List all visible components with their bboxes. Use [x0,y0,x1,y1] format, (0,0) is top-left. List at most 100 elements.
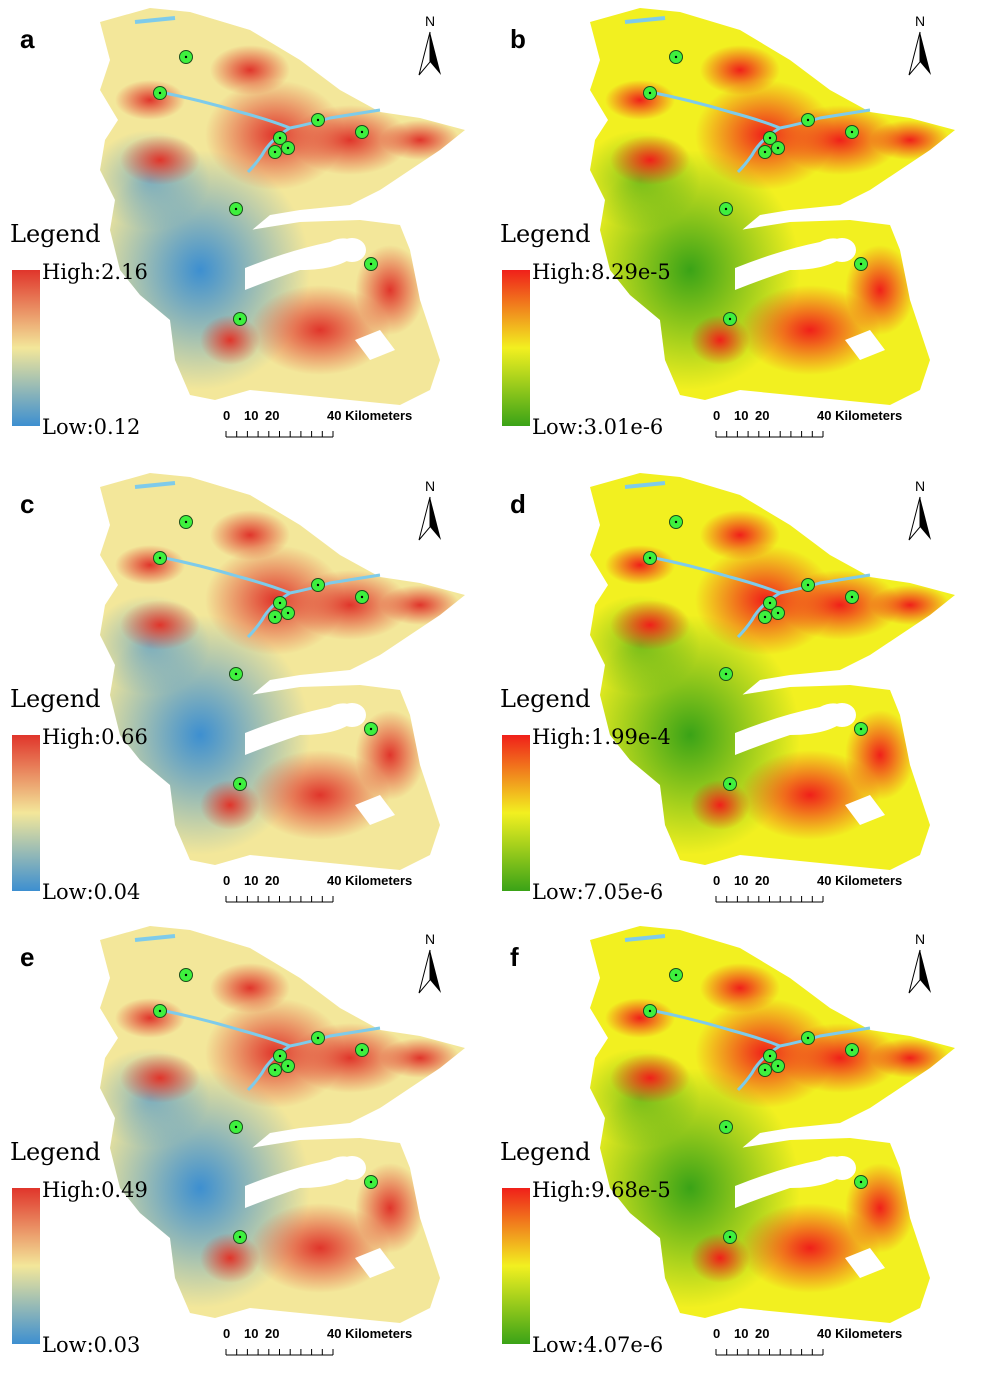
panel-label: f [510,942,519,972]
station-dot [235,673,237,675]
scale-label: 40 Kilometers [817,408,902,423]
station-dot [274,151,276,153]
legend-ramp [12,270,40,426]
north-label: N [915,13,925,29]
hotspot [700,963,780,1013]
station-dot [807,1037,809,1039]
scale-label: 10 [244,1326,258,1341]
legend-high: High:0.49 [42,1178,148,1202]
hotspot [115,545,185,585]
lake [828,238,856,262]
map-panel: dNLegendHigh:1.99e-4Low:7.05e-60102040 K… [490,465,980,923]
scale-bar [716,1349,823,1355]
hotspot [210,510,290,560]
hotspot [115,80,185,120]
legend-low: Low:0.03 [42,1333,140,1357]
hotspot [610,600,690,650]
station-dot [370,263,372,265]
map-panel: cNLegendHigh:0.66Low:0.040102040 Kilomet… [0,465,490,923]
station-dot [729,783,731,785]
legend-title: Legend [500,685,591,713]
scale-label: 20 [265,873,279,888]
panel-label: d [510,489,526,519]
hotspot [845,710,915,800]
station-dot [764,1069,766,1071]
station-dot [370,1181,372,1183]
hotspot [605,998,675,1038]
lake [338,238,366,262]
north-label: N [425,13,435,29]
north-arrow [430,32,441,75]
scale-bar [226,1349,333,1355]
scale-label: 20 [265,408,279,423]
station-dot [317,119,319,121]
hotspot [355,710,425,800]
scale-label: 0 [713,408,720,423]
hotspot [355,1163,425,1253]
north-label: N [425,931,435,947]
scale-label: 20 [755,408,769,423]
station-dot [764,151,766,153]
figure: aNLegendHigh:2.16Low:0.120102040 Kilomet… [0,0,981,1376]
north-arrow [920,32,931,75]
legend-title: Legend [10,1138,101,1166]
station-dot [729,318,731,320]
station-dot [860,263,862,265]
station-dot [159,557,161,559]
scale-bar [716,431,823,437]
station-dot [159,1010,161,1012]
scale-label: 10 [244,408,258,423]
north-arrow [909,950,920,993]
hotspot [200,780,260,830]
panel-label: b [510,24,526,54]
hotspot [200,1233,260,1283]
scale-label: 40 Kilometers [327,408,412,423]
scale-label: 20 [755,1326,769,1341]
station-dot [287,1065,289,1067]
station-dot [725,1126,727,1128]
station-dot [769,1055,771,1057]
hotspot [120,135,200,185]
scale-label: 10 [734,1326,748,1341]
hotspot [870,1038,950,1078]
hotspot [120,600,200,650]
north-arrow [909,497,920,540]
north-arrow [430,497,441,540]
scale-bar [226,896,333,902]
station-dot [851,1049,853,1051]
station-dot [764,616,766,618]
station-dot [159,92,161,94]
scale-label: 10 [734,408,748,423]
scale-label: 0 [223,408,230,423]
north-arrow [430,950,441,993]
hotspot [845,1163,915,1253]
hotspot [115,998,185,1038]
station-dot [279,602,281,604]
legend-title: Legend [10,220,101,248]
scale-label: 0 [223,873,230,888]
scale-label: 40 Kilometers [327,873,412,888]
hotspot [610,135,690,185]
scale-label: 20 [755,873,769,888]
station-dot [860,728,862,730]
scale-label: 20 [265,1326,279,1341]
station-dot [777,612,779,614]
scale-label: 40 Kilometers [817,1326,902,1341]
hotspot [210,963,290,1013]
scale-label: 10 [734,873,748,888]
hotspot [870,120,950,160]
panel-label: e [20,942,34,972]
station-dot [851,131,853,133]
scale-bar [716,896,823,902]
station-dot [777,147,779,149]
hotspot [605,80,675,120]
station-dot [725,673,727,675]
lake [338,703,366,727]
legend-high: High:0.66 [42,725,148,749]
station-dot [239,318,241,320]
station-dot [807,584,809,586]
scale-label: 40 Kilometers [817,873,902,888]
